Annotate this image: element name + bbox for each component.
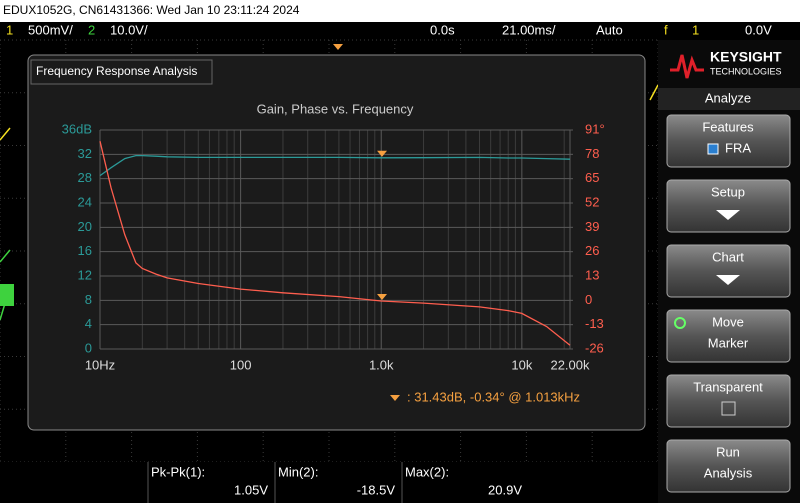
title-bar — [0, 0, 800, 22]
ch2-scale[interactable]: 10.0V/ — [110, 22, 148, 37]
softkey-label: Analysis — [704, 465, 753, 480]
readout-icon — [390, 395, 400, 401]
measure-label: Min(2): — [278, 464, 318, 479]
y2-tick-label: 91° — [585, 121, 605, 136]
plot: 10Hz 100 1.0k 10k 22.00k 36dB 32 28 24 20 16 12 8 4 0 9… — [62, 121, 605, 404]
gain-line — [99, 154, 571, 177]
softkey-label: FRA — [725, 140, 751, 155]
softkey[interactable] — [666, 309, 791, 363]
trigger-level[interactable]: 0.0V — [745, 22, 772, 37]
checkbox — [721, 401, 736, 416]
y2-tick-label: 52 — [585, 194, 599, 209]
ch2-label[interactable]: 2 — [88, 22, 95, 37]
y2-tick-label: 13 — [585, 267, 599, 282]
trigger-mode[interactable]: Auto — [596, 22, 623, 37]
softkey[interactable] — [666, 374, 791, 428]
measure-value: -18.5V — [357, 482, 396, 497]
y2-tick-label: 39 — [585, 219, 599, 234]
y2-tick-label: 78 — [585, 146, 599, 161]
softkey-label: Setup — [711, 184, 745, 199]
trigger-position — [333, 44, 343, 50]
time-offset[interactable]: 0.0s — [430, 22, 455, 37]
softkey[interactable] — [666, 439, 791, 493]
time-scale[interactable]: 21.00ms/ — [502, 22, 556, 37]
y2-tick-label: -26 — [585, 340, 604, 355]
x-tick-label: 10Hz — [85, 357, 115, 372]
softkey[interactable] — [666, 244, 791, 298]
softkey-label: Features — [702, 119, 754, 134]
softkey[interactable] — [666, 114, 791, 168]
y2-tick-label: 65 — [585, 170, 599, 185]
softkeys: Features FRA Setup Chart Move Marker Transpare… — [666, 114, 791, 493]
measurements: Pk-Pk(1): 1.05V Min(2): -18.5V Max(2): 20.9V — [147, 462, 522, 503]
softkey-label: Move — [712, 314, 744, 329]
x-tick-label: 22.00k — [550, 357, 590, 372]
brand-logo — [670, 54, 704, 79]
y-tick-label: 28 — [78, 170, 92, 185]
ch1-trace — [0, 84, 659, 141]
softkey-label: Chart — [712, 249, 744, 264]
y2-tick-label: 0 — [585, 292, 592, 307]
status-bar — [0, 22, 800, 40]
softkey-label: Transparent — [693, 379, 763, 394]
softkey[interactable] — [666, 179, 791, 233]
measure-value: 1.05V — [234, 482, 268, 497]
checkbox — [707, 143, 719, 155]
measure-label: Max(2): — [405, 464, 449, 479]
x-tick-label: 100 — [230, 357, 252, 372]
chart-title: Gain, Phase vs. Frequency — [257, 101, 414, 116]
y-tick-label: 36dB — [62, 121, 92, 136]
window-title: EDUX1052G, CN61431366: Wed Jan 10 23:11:… — [3, 3, 300, 17]
measure-value: 20.9V — [488, 482, 522, 497]
ch1-label[interactable]: 1 — [6, 22, 13, 37]
y-tick-label: 16 — [78, 243, 92, 258]
x-tick-label: 10k — [511, 357, 532, 372]
arrow — [716, 275, 740, 285]
softkey-label: Marker — [708, 335, 749, 350]
y2-tick-label: -13 — [585, 316, 604, 331]
menu-title: Analyze — [705, 90, 751, 105]
fra-title: Frequency Response Analysis — [36, 64, 197, 78]
y-tick-label: 24 — [78, 194, 92, 209]
phase-line — [99, 141, 571, 346]
x-tick-label: 1.0k — [369, 357, 394, 372]
trigger-channel[interactable]: 1 — [692, 22, 699, 37]
trigger-icon: f — [664, 22, 668, 37]
brand-sub: TECHNOLOGIES — [710, 66, 782, 76]
y-tick-label: 4 — [85, 316, 92, 331]
softkey-label: Run — [716, 444, 740, 459]
knob-icon — [674, 317, 686, 329]
marker-readout: : 31.43dB, -0.34° @ 1.013kHz — [407, 389, 580, 404]
arrow — [716, 210, 740, 220]
brand: KEYSIGHT — [710, 49, 782, 65]
y2-tick-label: 26 — [585, 243, 599, 258]
y-tick-label: 8 — [85, 292, 92, 307]
measure-bar — [0, 462, 658, 503]
ch1-scale[interactable]: 500mV/ — [28, 22, 73, 37]
fra-title-box — [30, 59, 213, 85]
y-tick-label: 12 — [78, 267, 92, 282]
menu-title-bg — [658, 88, 800, 110]
y-tick-label: 32 — [78, 146, 92, 161]
marker[interactable] — [377, 293, 388, 300]
ch2-ground-marker — [0, 284, 14, 306]
y-tick-label: 20 — [78, 219, 92, 234]
y-tick-label: 0 — [85, 340, 92, 355]
marker[interactable] — [377, 150, 388, 157]
measure-label: Pk-Pk(1): — [151, 464, 205, 479]
